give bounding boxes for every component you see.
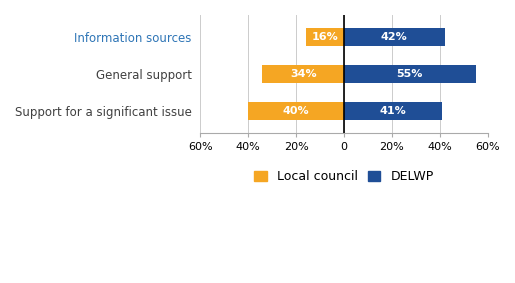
Bar bbox=[263, 65, 344, 83]
Bar bbox=[344, 28, 444, 46]
Text: 41%: 41% bbox=[380, 106, 406, 116]
Legend: Local council, DELWP: Local council, DELWP bbox=[254, 170, 434, 183]
Bar bbox=[248, 102, 344, 120]
Text: 40%: 40% bbox=[283, 106, 310, 116]
Bar bbox=[305, 28, 344, 46]
Text: 42%: 42% bbox=[381, 32, 408, 42]
Text: 34%: 34% bbox=[290, 69, 317, 79]
Text: 16%: 16% bbox=[312, 32, 338, 42]
Bar bbox=[344, 102, 442, 120]
Bar bbox=[344, 65, 476, 83]
Text: 55%: 55% bbox=[397, 69, 423, 79]
